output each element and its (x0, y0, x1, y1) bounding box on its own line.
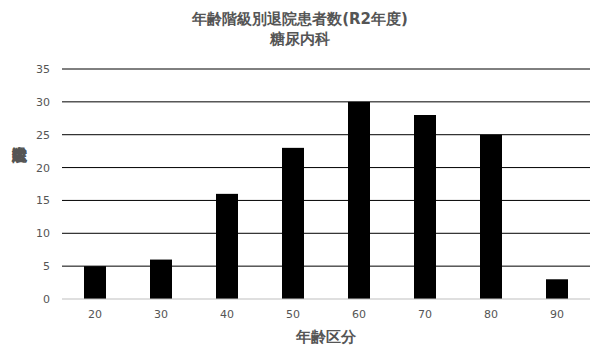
x-tick-label: 30 (154, 308, 168, 321)
bar (150, 260, 172, 299)
grid-line (62, 69, 590, 70)
bars (84, 102, 568, 299)
x-tick-label: 40 (220, 308, 234, 321)
bar (216, 194, 238, 299)
y-tick-label: 15 (36, 194, 50, 207)
chart-container: 年齢階級別退院患者数(R2年度) 糖尿内科 0 5 10 15 20 25 30 35 20 30 40… (0, 0, 600, 357)
chart-svg: 年齢階級別退院患者数(R2年度) 糖尿内科 0 5 10 15 20 25 30 35 20 30 40… (0, 0, 600, 357)
grid-line (62, 200, 590, 201)
x-tick-label: 50 (286, 308, 300, 321)
y-tick-label: 5 (43, 260, 50, 273)
bar (480, 135, 502, 299)
x-tick-label: 70 (418, 308, 432, 321)
x-axis-line (62, 299, 590, 300)
x-tick-label: 20 (88, 308, 102, 321)
grid-line (62, 233, 590, 234)
title: 年齢階級別退院患者数(R2年度) (191, 10, 408, 28)
grid-line (62, 266, 590, 267)
x-tick-label: 60 (352, 308, 366, 321)
x-tick-label: 80 (484, 308, 498, 321)
y-tick-label: 35 (36, 63, 50, 76)
grid-line (62, 167, 590, 168)
y-tick-label: 25 (36, 129, 50, 142)
subtitle: 糖尿内科 (269, 30, 330, 48)
bar (282, 148, 304, 299)
y-axis-label: 退院患者数 (12, 147, 29, 164)
bar (546, 279, 568, 299)
y-tick-label: 0 (43, 293, 50, 306)
bar (84, 266, 106, 299)
y-tick-label: 30 (36, 96, 50, 109)
grid-line (62, 134, 590, 135)
bar (348, 102, 370, 299)
y-tick-label: 10 (36, 227, 50, 240)
x-axis-label: 年齢区分 (295, 328, 357, 346)
bar (414, 115, 436, 299)
x-tick-label: 90 (550, 308, 564, 321)
grid-line (62, 101, 590, 102)
y-tick-label: 20 (36, 162, 50, 175)
